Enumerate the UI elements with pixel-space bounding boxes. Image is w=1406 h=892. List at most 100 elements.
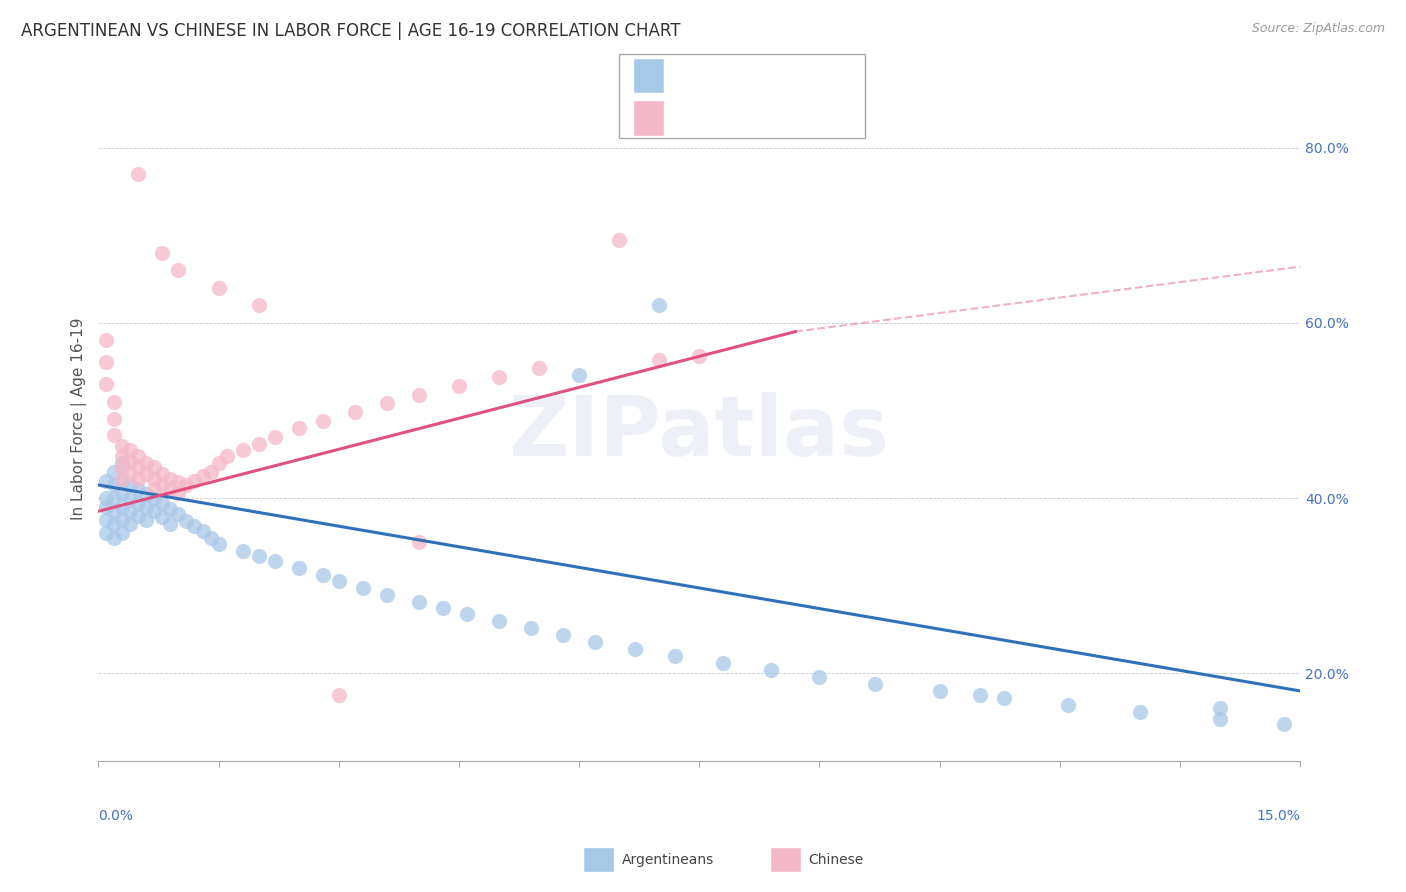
Point [111,456,134,470]
Point [152,495,174,509]
Point [111,487,134,501]
Point [1209,712,1232,726]
Point [607,233,630,247]
Point [648,352,671,367]
Point [111,526,134,541]
Point [103,517,125,532]
Point [648,298,671,312]
Point [103,394,125,409]
Point [159,472,181,486]
Point [408,387,430,401]
Point [96,377,118,392]
Point [207,456,229,470]
Point [527,361,550,376]
Point [96,355,118,369]
Point [96,334,118,348]
Point [447,379,470,393]
Point [127,472,149,486]
Point [127,483,149,497]
Point [375,588,398,602]
Point [135,500,157,514]
Point [191,469,214,483]
Point [1056,698,1078,712]
Point [343,405,366,419]
Point [287,421,309,435]
Point [143,491,166,505]
Point [103,428,125,442]
Point [152,510,174,524]
Point [664,648,686,663]
Point [120,478,142,492]
Text: 72: 72 [808,69,832,87]
Point [135,487,157,501]
Point [152,478,174,492]
Point [583,635,606,649]
Point [127,167,149,181]
Point [808,670,831,684]
Text: R =: R = [675,111,711,128]
Text: 0.0%: 0.0% [98,809,134,823]
Text: Argentineans: Argentineans [621,853,714,867]
Point [159,501,181,516]
Text: 55: 55 [808,111,831,128]
Point [111,449,134,463]
Point [96,513,118,527]
Point [103,478,125,492]
Point [96,491,118,505]
Point [928,684,950,698]
Point [263,430,285,444]
Point [111,460,134,475]
Point [111,438,134,452]
Text: 0.268: 0.268 [711,111,763,128]
Point [135,513,157,527]
Point [232,543,254,558]
Point [191,524,214,539]
Point [103,412,125,426]
Point [159,483,181,497]
Point [111,513,134,527]
Point [456,607,478,621]
Point [207,537,229,551]
Point [761,663,783,677]
Point [232,442,254,457]
Point [143,460,166,475]
Point [120,517,142,532]
Text: N =: N = [776,69,813,87]
Point [551,628,574,642]
Point [143,472,166,486]
Point [152,467,174,481]
Point [488,614,510,628]
Text: ZIPatlas: ZIPatlas [509,392,890,474]
Point [176,514,198,528]
Point [287,561,309,575]
Text: R =: R = [675,69,711,87]
Point [120,467,142,481]
Text: -0.300: -0.300 [711,69,770,87]
Point [96,500,118,514]
Point [152,245,174,260]
Point [375,396,398,410]
Point [167,475,190,490]
Text: 15.0%: 15.0% [1256,809,1301,823]
Point [1129,705,1152,719]
Point [328,689,350,703]
Text: N =: N = [776,111,813,128]
Point [143,483,166,497]
Point [127,449,149,463]
Point [247,549,270,563]
Point [183,519,205,533]
Point [207,281,229,295]
Point [111,500,134,514]
Text: Chinese: Chinese [808,853,863,867]
Text: ARGENTINEAN VS CHINESE IN LABOR FORCE | AGE 16-19 CORRELATION CHART: ARGENTINEAN VS CHINESE IN LABOR FORCE | … [21,22,681,40]
Point [432,600,454,615]
Point [135,456,157,470]
Point [215,449,238,463]
Point [624,641,647,656]
Point [200,465,222,479]
Point [328,574,350,589]
Point [311,414,333,428]
Y-axis label: In Labor Force | Age 16-19: In Labor Force | Age 16-19 [72,318,87,521]
Point [103,504,125,518]
Point [120,491,142,505]
